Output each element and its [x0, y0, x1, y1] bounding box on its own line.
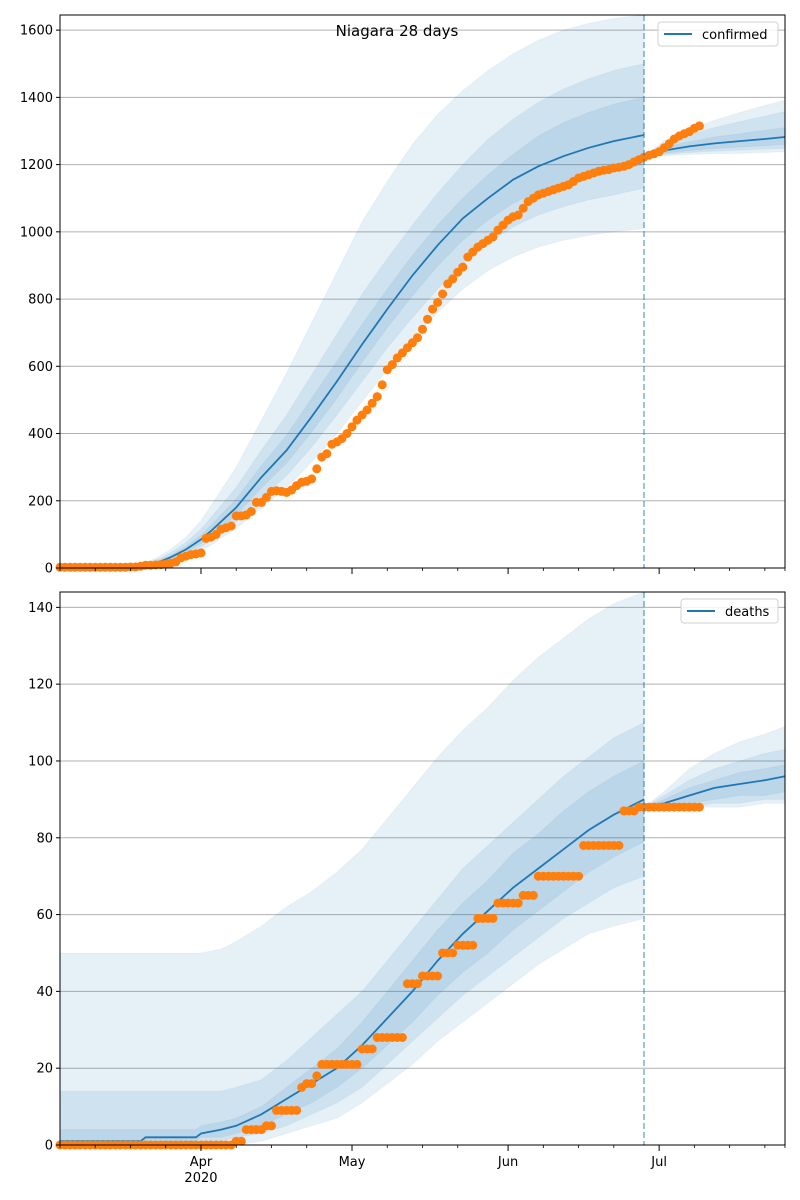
legend-label-confirmed: confirmed — [702, 28, 768, 43]
observed-point — [397, 1033, 407, 1042]
observed-point — [448, 274, 458, 284]
deaths-gridlines — [60, 606, 785, 1069]
observed-point — [246, 507, 256, 516]
confirmed-axes-frame — [59, 14, 786, 569]
observed-point — [372, 392, 382, 402]
observed-point — [322, 449, 332, 459]
y-tick-label: 0 — [45, 562, 53, 577]
observed-point — [458, 262, 468, 272]
observed-point — [433, 971, 443, 981]
observed-point — [574, 871, 584, 881]
observed-point — [226, 521, 236, 531]
legend-box — [657, 21, 779, 47]
deaths-y-ticks: 0 20 40 60 80 100 120 140 — [28, 601, 60, 1154]
observed-point — [261, 492, 271, 502]
y-tick-label: 400 — [28, 427, 53, 442]
observed-point — [413, 979, 422, 989]
x-tick-label: Jul — [650, 1155, 667, 1170]
observed-point — [468, 940, 478, 950]
deaths-observed-points — [55, 802, 704, 1150]
fit-band-95 — [59, 14, 645, 569]
x-tick-label: Apr — [190, 1155, 213, 1170]
observed-point — [418, 324, 427, 334]
confirmed-gridlines — [60, 29, 785, 502]
observed-point — [342, 429, 352, 438]
observed-point — [428, 304, 438, 314]
observed-point — [367, 398, 377, 408]
x-tick-label: May — [339, 1155, 366, 1170]
observed-point — [513, 898, 523, 908]
observed-point — [377, 380, 387, 390]
x-tick-label: Jun — [497, 1155, 518, 1170]
observed-point — [352, 1059, 362, 1069]
y-tick-label: 1000 — [20, 225, 53, 240]
observed-point — [694, 802, 704, 812]
observed-point — [513, 210, 523, 220]
y-tick-label: 140 — [28, 601, 53, 616]
confirmed-axes: 0 200 400 600 800 1000 1200 1400 1600 Niagara 28… — [20, 14, 786, 577]
observed-point — [367, 1044, 377, 1054]
observed-point — [267, 1121, 276, 1131]
observed-point — [488, 232, 498, 242]
legend-label-deaths: deaths — [725, 605, 770, 620]
y-tick-label: 200 — [28, 494, 53, 509]
y-tick-label: 120 — [28, 678, 53, 693]
y-tick-label: 800 — [28, 293, 53, 308]
confirmed-observed-points — [55, 121, 704, 572]
observed-point — [528, 890, 538, 900]
confirmed-y-ticks: 0 200 400 600 800 1000 1200 1400 1600 — [20, 24, 60, 577]
deaths-uncertainty-bands — [59, 591, 786, 1146]
observed-point — [347, 422, 357, 432]
confirmed-uncertainty-bands — [59, 14, 786, 569]
observed-point — [312, 1071, 322, 1081]
observed-point — [433, 297, 443, 307]
observed-point — [413, 333, 422, 343]
confirmed-x-ticks — [59, 568, 786, 574]
observed-point — [236, 1136, 246, 1146]
chart-title: Niagara 28 days — [336, 22, 459, 40]
confirmed-legend: confirmed — [657, 21, 779, 47]
legend-box — [680, 598, 779, 624]
y-tick-label: 1400 — [20, 91, 53, 106]
observed-point — [423, 314, 432, 324]
observed-point — [694, 121, 704, 131]
y-tick-label: 40 — [36, 985, 53, 1000]
x-tick-sublabel: 2020 — [184, 1171, 217, 1186]
deaths-legend: deaths — [680, 598, 779, 624]
deaths-axes-frame — [59, 591, 786, 1146]
observed-point — [307, 474, 317, 484]
observed-point — [292, 1105, 302, 1115]
observed-point — [614, 841, 624, 850]
y-tick-label: 1200 — [20, 158, 53, 173]
y-tick-label: 600 — [28, 360, 53, 375]
y-tick-label: 60 — [36, 908, 53, 923]
observed-point — [307, 1079, 317, 1089]
observed-point — [387, 360, 397, 370]
observed-point — [362, 405, 372, 415]
observed-point — [518, 203, 528, 213]
y-tick-label: 80 — [36, 831, 53, 846]
y-tick-label: 100 — [28, 754, 53, 769]
observed-point — [438, 289, 448, 299]
observed-point — [488, 913, 498, 923]
observed-point — [312, 464, 322, 474]
y-tick-label: 1600 — [20, 24, 53, 39]
observed-point — [448, 948, 458, 958]
y-tick-label: 0 — [45, 1139, 53, 1154]
y-tick-label: 20 — [36, 1062, 53, 1077]
observed-point — [196, 548, 206, 558]
